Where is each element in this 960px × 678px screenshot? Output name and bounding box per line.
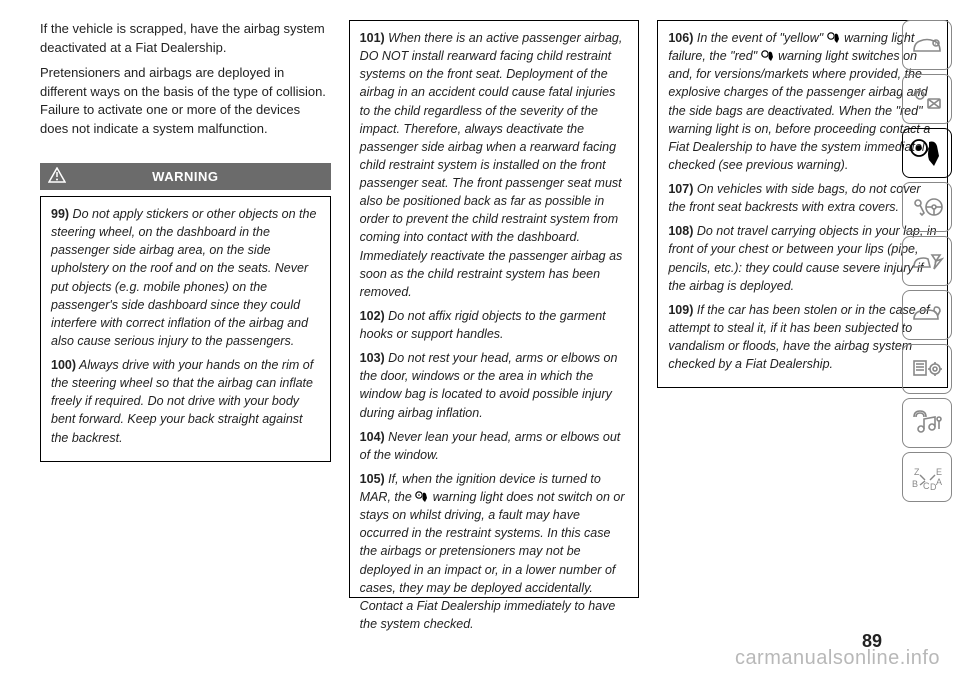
- tab-keys-steering-icon: [902, 182, 952, 232]
- column-2: 101) When there is an active passenger a…: [349, 20, 640, 630]
- warning-108-text: Do not travel carrying objects in your l…: [668, 224, 936, 292]
- svg-text:D: D: [930, 482, 937, 491]
- tab-collision-icon: [902, 236, 952, 286]
- watermark: carmanualsonline.info: [735, 647, 940, 670]
- tab-media-icon: [902, 398, 952, 448]
- airbag-warning-icon: [415, 491, 429, 503]
- column-1: If the vehicle is scrapped, have the air…: [40, 20, 331, 630]
- svg-text:E: E: [936, 467, 942, 477]
- warning-107-text: On vehicles with side bags, do not cover…: [668, 182, 920, 214]
- tab-service-icon: [902, 290, 952, 340]
- warning-108: 108) Do not travel carrying objects in y…: [668, 222, 937, 295]
- warning-109-text: If the car has been stolen or in the cas…: [668, 303, 929, 371]
- warning-109: 109) If the car has been stolen or in th…: [668, 301, 937, 374]
- warning-100: 100) Always drive with your hands on the…: [51, 356, 320, 447]
- svg-text:B: B: [912, 479, 918, 489]
- warning-99: 99) Do not apply stickers or other objec…: [51, 205, 320, 350]
- warning-banner: WARNING: [40, 163, 331, 190]
- tab-settings-icon: [902, 344, 952, 394]
- warning-105b: warning light does not switch on or stay…: [360, 490, 625, 631]
- warning-104: 104) Never lean your head, arms or elbow…: [360, 428, 629, 464]
- svg-text:i: i: [935, 41, 936, 47]
- airbag-icon-yellow: [827, 32, 841, 44]
- warning-106-num: 106): [668, 31, 693, 45]
- tab-lights-icon: [902, 74, 952, 124]
- warning-109-num: 109): [668, 303, 693, 317]
- warning-105-num: 105): [360, 472, 385, 486]
- intro-para-1: If the vehicle is scrapped, have the air…: [40, 20, 331, 58]
- warning-box-2: 101) When there is an active passenger a…: [349, 20, 640, 598]
- warning-102: 102) Do not affix rigid objects to the g…: [360, 307, 629, 343]
- warning-100-num: 100): [51, 358, 76, 372]
- warning-107-num: 107): [668, 182, 693, 196]
- warning-103-num: 103): [360, 351, 385, 365]
- airbag-icon-red: [761, 50, 775, 62]
- warning-106c: warning light switches on and, for versi…: [668, 49, 931, 172]
- warning-104-num: 104): [360, 430, 385, 444]
- warning-101-num: 101): [360, 31, 385, 45]
- warning-99-num: 99): [51, 207, 69, 221]
- warning-106: 106) In the event of "yellow" warning li…: [668, 29, 937, 174]
- warning-102-num: 102): [360, 309, 385, 323]
- warning-label: WARNING: [152, 169, 218, 184]
- section-tabs: i: [902, 20, 950, 502]
- warning-105: 105) If, when the ignition device is tur…: [360, 470, 629, 633]
- warning-104-text: Never lean your head, arms or elbows out…: [360, 430, 621, 462]
- svg-text:A: A: [936, 477, 942, 487]
- warning-101: 101) When there is an active passenger a…: [360, 29, 629, 301]
- warning-99-text: Do not apply stickers or other objects o…: [51, 207, 316, 348]
- intro-para-2: Pretensioners and airbags are deployed i…: [40, 64, 331, 139]
- tab-index-icon: Z E B A C D: [902, 452, 952, 502]
- warning-100-text: Always drive with your hands on the rim …: [51, 358, 313, 445]
- warning-103-text: Do not rest your head, arms or elbows on…: [360, 351, 618, 419]
- svg-text:Z: Z: [914, 467, 920, 477]
- warning-107: 107) On vehicles with side bags, do not …: [668, 180, 937, 216]
- warning-101-text: When there is an active passenger airbag…: [360, 31, 623, 299]
- warning-triangle-icon: [48, 167, 66, 183]
- warning-108-num: 108): [668, 224, 693, 238]
- tab-safety-icon: [902, 128, 952, 178]
- warning-103: 103) Do not rest your head, arms or elbo…: [360, 349, 629, 422]
- warning-box-1: 99) Do not apply stickers or other objec…: [40, 196, 331, 462]
- tab-vehicle-icon: i: [902, 20, 952, 70]
- warning-102-text: Do not affix rigid objects to the garmen…: [360, 309, 606, 341]
- page-body: If the vehicle is scrapped, have the air…: [0, 0, 960, 630]
- warning-106a: In the event of "yellow": [693, 31, 826, 45]
